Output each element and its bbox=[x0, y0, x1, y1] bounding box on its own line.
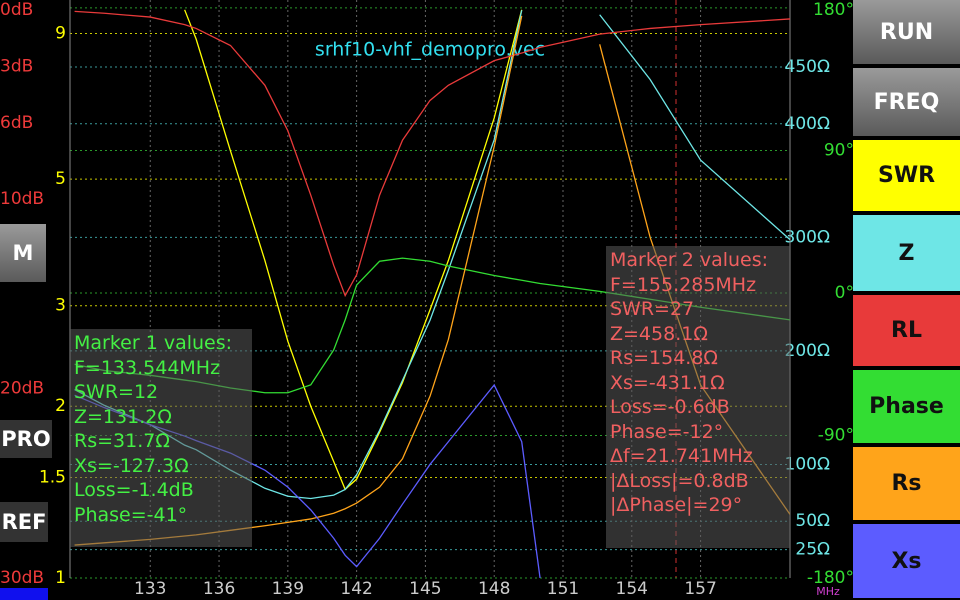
x-tick-label: 151 bbox=[547, 579, 579, 599]
marker-value: Phase=-41° bbox=[74, 503, 188, 526]
marker-value: SWR=12 bbox=[74, 381, 159, 403]
y-tick-label: 200Ω bbox=[785, 341, 830, 361]
menu-button[interactable]: Phase bbox=[853, 370, 960, 445]
marker-value: Loss=-0.6dB bbox=[610, 396, 730, 418]
marker-value: Z=131.2Ω bbox=[74, 405, 172, 428]
y-tick-label: 25Ω bbox=[795, 540, 830, 560]
marker-value: |ΔLoss|=0.8dB bbox=[610, 469, 749, 492]
marker-value: Phase=-12° bbox=[610, 420, 724, 443]
x-tick-label: 157 bbox=[684, 579, 716, 599]
marker-2-box: Marker 2 values: F=155.285MHz SWR=27 Z=458.… bbox=[606, 246, 790, 548]
menu-button[interactable]: RUN bbox=[853, 0, 960, 66]
marker-value: Δf=21.741MHz bbox=[610, 445, 753, 467]
marker-value: Xs=-127.3Ω bbox=[74, 454, 189, 477]
x-tick-label: 145 bbox=[409, 579, 441, 599]
side-button[interactable]: PRO bbox=[0, 420, 52, 458]
side-button[interactable]: REF bbox=[0, 502, 48, 542]
y-tick-label: 9 bbox=[55, 23, 66, 43]
y-tick-label: 450Ω bbox=[785, 57, 830, 77]
y-tick-label: 10dB bbox=[0, 189, 44, 209]
y-tick-label: 1 bbox=[55, 568, 66, 588]
x-tick-label: 136 bbox=[203, 579, 235, 599]
x-tick-label: 148 bbox=[478, 579, 510, 599]
y-tick-label: -180° bbox=[807, 568, 854, 588]
menu-button[interactable]: Z bbox=[853, 215, 960, 293]
menu-button[interactable]: Rs bbox=[853, 447, 960, 522]
x-tick-label: 142 bbox=[340, 579, 372, 599]
marker-value: Xs=-431.1Ω bbox=[610, 371, 725, 394]
marker-title: Marker 2 values: bbox=[610, 249, 769, 271]
side-button[interactable]: M bbox=[0, 224, 46, 282]
chart-title: srhf10-vhf_demopro.vec bbox=[315, 39, 545, 61]
x-tick-label: 154 bbox=[616, 579, 648, 599]
marker-value: Rs=31.7Ω bbox=[74, 430, 170, 452]
series-line bbox=[599, 14, 790, 241]
y-tick-label: 0dB bbox=[0, 0, 33, 20]
y-tick-label: 400Ω bbox=[785, 114, 830, 134]
y-tick-label: 6dB bbox=[0, 113, 33, 133]
marker-title: Marker 1 values: bbox=[74, 332, 233, 354]
x-axis-label: MHz bbox=[816, 585, 840, 598]
y-tick-label: 20dB bbox=[0, 378, 44, 398]
marker-value: Z=458.1Ω bbox=[610, 322, 708, 345]
y-tick-label: 1.5 bbox=[39, 468, 66, 488]
y-tick-label: 3dB bbox=[0, 56, 33, 76]
marker-value: |ΔPhase|=29° bbox=[610, 494, 743, 516]
marker-value: SWR=27 bbox=[610, 298, 695, 320]
series-line bbox=[74, 10, 790, 298]
menu-button[interactable]: Xs bbox=[853, 524, 960, 600]
y-tick-label: 5 bbox=[55, 169, 66, 189]
menu-button[interactable]: RL bbox=[853, 295, 960, 368]
menu-button[interactable]: SWR bbox=[853, 140, 960, 213]
x-tick-label: 139 bbox=[272, 579, 304, 599]
marker-value: F=133.544MHz bbox=[74, 356, 221, 379]
menu-button[interactable]: FREQ bbox=[853, 68, 960, 138]
status-bar bbox=[0, 588, 48, 600]
y-tick-label: 3 bbox=[55, 296, 66, 316]
y-tick-label: 50Ω bbox=[795, 511, 830, 531]
y-tick-label: 30dB bbox=[0, 568, 44, 588]
marker-value: Loss=-1.4dB bbox=[74, 479, 194, 501]
y-tick-label: 90° bbox=[824, 140, 854, 160]
y-tick-label: 180° bbox=[813, 0, 854, 20]
y-tick-label: 300Ω bbox=[785, 227, 830, 247]
marker-1-box: Marker 1 values: F=133.544MHz SWR=12 Z=131.… bbox=[70, 329, 252, 547]
marker-value: F=155.285MHz bbox=[610, 273, 757, 296]
x-tick-label: 133 bbox=[134, 579, 166, 599]
y-tick-label: 2 bbox=[55, 396, 66, 416]
y-tick-label: 0° bbox=[835, 283, 854, 303]
y-tick-label: 100Ω bbox=[785, 454, 830, 474]
marker-value: Rs=154.8Ω bbox=[610, 347, 718, 369]
y-tick-label: -90° bbox=[818, 425, 854, 445]
